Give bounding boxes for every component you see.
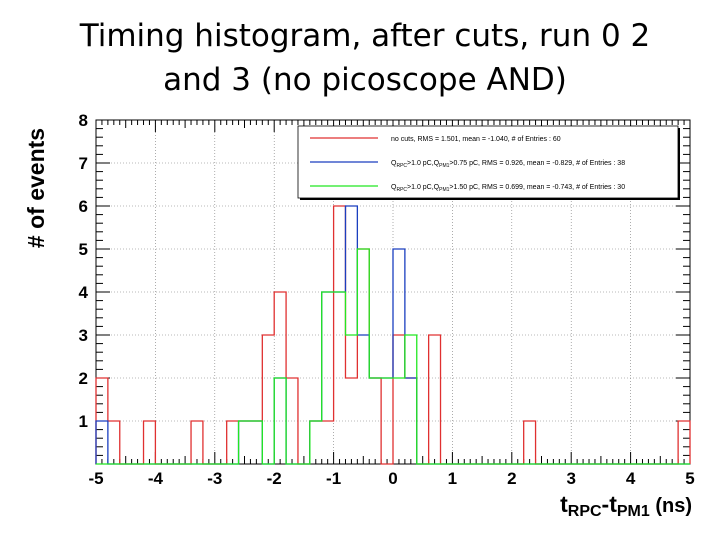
y-tick-label: 6 (79, 197, 88, 216)
x-tick-label: -4 (148, 469, 164, 488)
series-layer (95, 205, 691, 465)
y-tick-label: 7 (79, 154, 88, 173)
title-line-1: Timing histogram, after cuts, run 0 2 (79, 18, 651, 54)
x-tick-label: -1 (326, 469, 341, 488)
legend-cut-rest: >0.75 pC, RMS = 0.926, mean = -0.829, # … (449, 160, 625, 167)
legend-q-sub: RPC (396, 163, 407, 169)
y-tick-label: 1 (79, 412, 88, 431)
x-tick-label: -3 (207, 469, 222, 488)
y-tick-label: 5 (79, 240, 88, 259)
legend-entry-2: QRPC>1.0 pC,QPM1>0.75 pC, RMS = 0.926, m… (391, 160, 625, 169)
y-tick-label: 2 (79, 369, 88, 388)
legend-q: Q (391, 184, 397, 191)
legend-entry-1: no cuts, RMS = 1.501, mean = -1.040, # o… (391, 136, 561, 143)
legend-cut-a: >1.0 pC,Q (407, 184, 440, 191)
x-tick-label: 0 (388, 469, 397, 488)
legend-pm-sub: PM1 (439, 163, 450, 169)
x-axis-label: tRPC-tPM1 (ns) (560, 491, 692, 520)
legend-pm-sub: PM1 (439, 187, 450, 193)
x-tick-label: 2 (507, 469, 516, 488)
title-line-2: and 3 (no picoscope AND) (163, 62, 567, 98)
tick-labels-layer: -5 -4 -3 -2 -1 0 1 2 3 4 5 1 2 3 4 5 6 7 8 (79, 111, 695, 488)
legend-entry-3: QRPC>1.0 pC,QPM1>1.50 pC, RMS = 0.699, m… (391, 184, 625, 193)
x-tick-label: 3 (566, 469, 575, 488)
legend-cut-rest: >1.50 pC, RMS = 0.699, mean = -0.743, # … (449, 184, 625, 191)
x-axis-label-t: t (560, 491, 568, 517)
x-tick-label: 4 (626, 469, 636, 488)
y-axis-label: # of events (23, 128, 49, 248)
x-tick-label: -5 (88, 469, 103, 488)
legend-cut-a: >1.0 pC,Q (407, 160, 440, 167)
x-tick-label: -2 (267, 469, 282, 488)
x-tick-label: 5 (685, 469, 694, 488)
x-tick-label: 1 (448, 469, 457, 488)
y-tick-label: 4 (79, 283, 89, 302)
histogram-series-3 (96, 248, 690, 465)
x-axis-label-sub-pm1: PM1 (617, 503, 650, 520)
legend-q-sub: RPC (396, 187, 407, 193)
y-tick-label: 3 (79, 326, 88, 345)
slide-title: Timing histogram, after cuts, run 0 2 an… (0, 14, 720, 102)
legend: no cuts, RMS = 1.501, mean = -1.040, # o… (297, 125, 680, 200)
x-axis-label-sub-rpc: RPC (568, 503, 602, 520)
y-tick-label: 8 (79, 111, 88, 130)
legend-q: Q (391, 160, 397, 167)
x-axis-label-dash-t: -t (602, 491, 618, 517)
x-axis-label-unit: (ns) (650, 495, 692, 517)
